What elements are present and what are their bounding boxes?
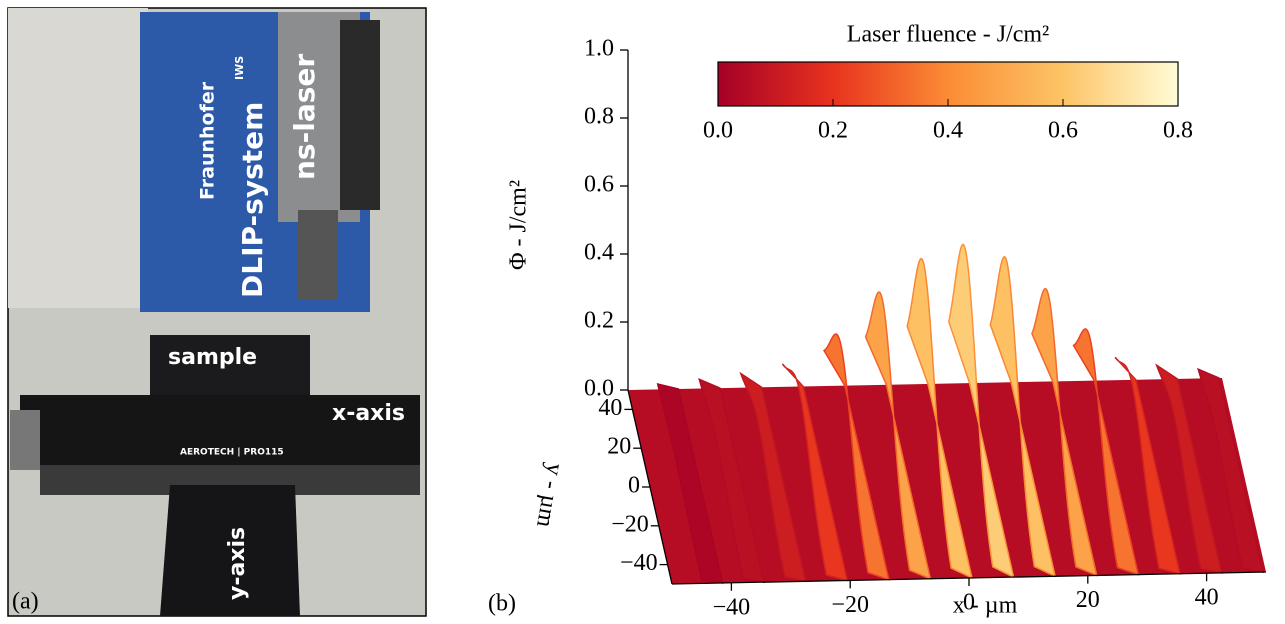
z-tick-label: 0.4	[584, 240, 614, 266]
y-tick-label: 20	[607, 434, 631, 460]
colorbar-tick-label: 0.6	[1048, 118, 1078, 144]
bracket	[10, 410, 40, 470]
x-axis-label: x - µm	[953, 593, 1018, 619]
x-tick-label: −40	[713, 594, 751, 620]
z-tick-label: 0.8	[584, 104, 614, 130]
y-stage	[160, 485, 300, 616]
x-stage	[20, 395, 420, 465]
x-tick-label: 20	[1076, 587, 1100, 613]
x-tick-label: −20	[831, 592, 869, 618]
surface-plot: (b) Laser fluence - J/cm² Φ - J/cm² x - …	[488, 22, 1267, 620]
colorbar-label: Laser fluence - J/cm²	[847, 22, 1049, 48]
annotation: y-axis	[225, 527, 250, 600]
colorbar-tick-label: 0.8	[1163, 118, 1193, 144]
z-tick-label: 0.2	[584, 308, 614, 334]
y-tick-label: 40	[598, 395, 622, 421]
annotation: ns-laser	[288, 54, 321, 180]
annotation: AEROTECH | PRO115	[180, 448, 284, 458]
photo: Fraunhofer IWS DLIP-system ns-laser samp…	[7, 7, 427, 617]
z-tick-label: 1.0	[584, 36, 614, 62]
wall	[8, 8, 148, 308]
y-axis-label: y - µm	[531, 461, 568, 529]
z-axis-label: Φ - J/cm²	[506, 180, 532, 270]
panel-label: (a)	[12, 589, 39, 615]
colorbar	[717, 61, 1179, 107]
annotation: x-axis	[332, 401, 405, 426]
annotation: IWS	[233, 56, 246, 80]
x-tick-label: 40	[1195, 585, 1219, 611]
y-tick-label: 0	[628, 473, 640, 499]
heatsink	[340, 20, 380, 210]
z-tick-label: 0.6	[584, 172, 614, 198]
colorbar-tick-label: 0.0	[703, 118, 733, 144]
annotation: Fraunhofer	[197, 81, 219, 200]
y-tick-label: −40	[620, 550, 658, 576]
colorbar-tick-label: 0.2	[818, 118, 848, 144]
connector	[298, 210, 338, 300]
z-tick-label: 0.0	[584, 376, 614, 402]
annotation: DLIP-system	[236, 102, 269, 298]
colorbar-tick-label: 0.4	[933, 118, 963, 144]
x-tick-label: 0	[963, 590, 975, 616]
panel-label: (b)	[488, 591, 516, 617]
annotation: sample	[168, 345, 257, 370]
y-tick-label: −20	[611, 511, 649, 537]
